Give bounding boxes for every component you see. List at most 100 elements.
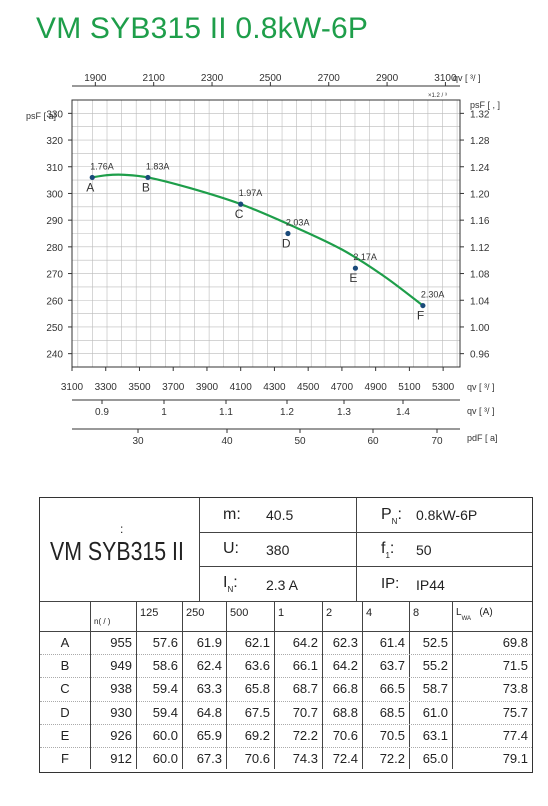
- point-current-label: 1.97A: [239, 188, 263, 198]
- table-cell: 79.1: [502, 751, 528, 766]
- y-right-axis-label: psF [ , ]: [470, 100, 500, 110]
- table-row-divider: [40, 747, 532, 748]
- y-right-tick-label: 1.00: [470, 323, 490, 334]
- table-cell: 64.2: [292, 635, 318, 650]
- table-cell: 62.4: [196, 658, 222, 674]
- x-top-axis-sublabel: ×1.2 / ³: [428, 93, 447, 99]
- table-header-lwa-sub: WA: [461, 616, 472, 622]
- table-header-lwa-unit: (A): [471, 607, 493, 618]
- table-cell: 73.8: [502, 681, 528, 697]
- point-current-label: 2.17A: [353, 252, 377, 262]
- table-cell: 60.0: [152, 727, 178, 743]
- x-bottom3-tick-label: 70: [431, 436, 443, 447]
- table-column-divider: [322, 601, 323, 770]
- table-row-divider: [40, 700, 532, 702]
- y-left-tick-label: 240: [46, 350, 63, 361]
- table-cell: 70.5: [379, 727, 405, 743]
- spec-in-colon: :: [233, 574, 238, 591]
- table-cell: 63.6: [244, 658, 270, 674]
- spec-u-value: 380: [266, 542, 290, 558]
- table-cell: 63.3: [196, 681, 222, 697]
- x-bottom3-tick-label: 40: [221, 436, 233, 447]
- spec-pn-letter: P: [381, 506, 392, 523]
- point-name-label: F: [417, 309, 424, 323]
- table-header-rpm: n( / ): [94, 617, 111, 626]
- table-cell: 67.5: [244, 704, 270, 720]
- table-cell: 55.2: [422, 658, 448, 674]
- y-left-tick-label: 300: [46, 189, 63, 200]
- y-right-tick-label: 1.08: [470, 270, 490, 281]
- y-right-tick-label: 1.12: [470, 243, 490, 254]
- table-cell: 70.7: [292, 704, 318, 720]
- operating-point-f: [420, 302, 426, 309]
- table-cell: 949: [110, 658, 132, 674]
- spec-pn-value: 0.8kW-6P: [416, 507, 478, 523]
- table-cell: 60.0: [152, 751, 178, 766]
- x-top-tick-label: 2500: [259, 73, 282, 84]
- x-bottom-tick-label: 3100: [61, 382, 84, 393]
- table-cell: 77.4: [502, 727, 528, 743]
- table-header-band: 1: [278, 607, 285, 619]
- table-column-divider: [182, 601, 183, 770]
- table-cell: 59.4: [152, 681, 178, 697]
- spec-in-letter: I: [223, 574, 228, 591]
- y-left-tick-label: 260: [46, 296, 63, 307]
- point-name-label: B: [142, 180, 150, 194]
- table-cell: 66.8: [332, 681, 358, 697]
- table-cell: 69.2: [244, 727, 270, 743]
- x-top-tick-label: 2100: [143, 73, 166, 84]
- spec-in-value: 2.3 A: [266, 577, 298, 593]
- point-current-label: 1.76A: [90, 161, 114, 171]
- table-column-divider: [452, 601, 453, 770]
- table-row-label: C: [60, 681, 70, 697]
- y-right-tick-label: 1.20: [470, 189, 490, 200]
- table-cell: 75.7: [502, 704, 528, 720]
- x-bottom2-axis-label: qv [ ³/ ]: [467, 406, 495, 416]
- spec-pn-colon: :: [397, 506, 402, 523]
- table-cell: 71.5: [502, 658, 528, 674]
- x-bottom-tick-label: 4900: [365, 382, 388, 393]
- y-right-tick-label: 1.16: [470, 216, 490, 227]
- table-cell: 57.6: [152, 635, 178, 650]
- spec-pn-label: PN:: [381, 506, 402, 526]
- x-top-tick-label: 2900: [376, 73, 399, 84]
- table-cell: 65.9: [196, 727, 222, 743]
- table-cell: 68.5: [379, 704, 405, 720]
- table-column-divider: [362, 601, 363, 770]
- table-header-lwa-letter: L: [456, 607, 462, 618]
- x-top-tick-label: 2700: [318, 73, 341, 84]
- y-right-tick-label: 1.32: [470, 109, 490, 120]
- performance-curve: [92, 173, 424, 307]
- spec-f-value: 50: [416, 542, 432, 558]
- x-bottom-tick-label: 4500: [297, 382, 320, 393]
- table-header-band: 500: [230, 607, 249, 619]
- table-cell: 66.1: [292, 658, 318, 674]
- table-cell: 62.3: [332, 635, 358, 650]
- table-header-band: 250: [186, 607, 205, 619]
- y-left-tick-label: 330: [46, 109, 63, 120]
- spec-f-colon: :: [389, 540, 395, 557]
- spec-table: : VM SYB315 II m: 40.5 PN: 0.8kW-6P U: 3…: [39, 497, 533, 773]
- spec-m-value: 40.5: [266, 507, 294, 523]
- table-header-lwa: LWA (A): [456, 607, 493, 622]
- point-name-label: C: [235, 207, 244, 221]
- x-bottom-tick-label: 5300: [432, 382, 455, 393]
- table-row-divider: [40, 677, 532, 679]
- spec-u-label: U:: [223, 540, 239, 557]
- spec-in-label: IN:: [223, 574, 238, 594]
- table-cell: 68.7: [292, 681, 318, 697]
- x-bottom-tick-label: 4100: [230, 382, 253, 393]
- spec-ip-label: IP:: [381, 575, 400, 592]
- y-left-tick-label: 290: [46, 216, 63, 227]
- table-cell: 67.3: [196, 751, 222, 766]
- x-top-tick-label: 2300: [201, 73, 224, 84]
- x-bottom2-tick-label: 1: [161, 407, 167, 418]
- table-column-divider: [226, 601, 227, 770]
- table-cell: 74.3: [292, 751, 318, 766]
- x-bottom-tick-label: 5100: [398, 382, 421, 393]
- chart-title: VM SYB315 II 0.8kW-6P: [36, 12, 369, 45]
- table-row-label: F: [61, 751, 69, 766]
- table-column-divider: [409, 601, 410, 770]
- table-cell: 912: [110, 751, 132, 766]
- x-bottom2-tick-label: 1.3: [337, 407, 351, 418]
